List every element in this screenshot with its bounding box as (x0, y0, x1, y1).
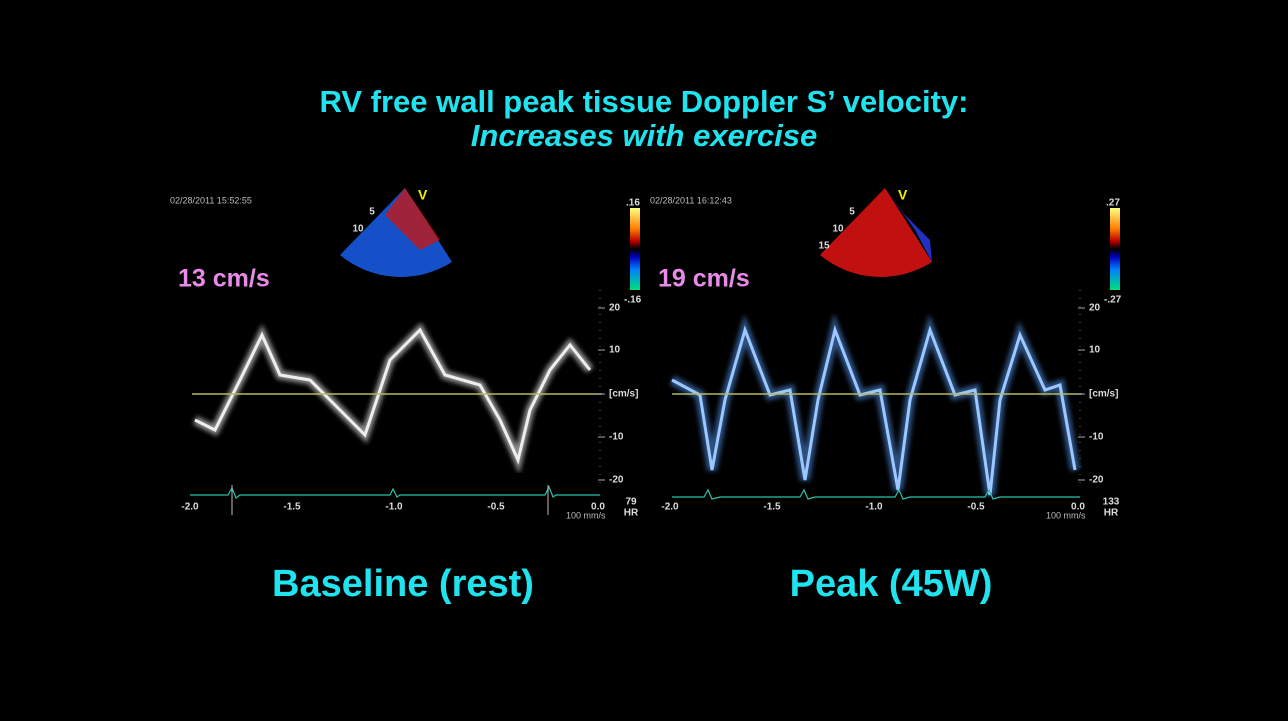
x-tick-label: -2.0 (661, 502, 679, 513)
scale-max: .16 (626, 198, 640, 209)
timestamp: 02/28/2011 15:52:55 (170, 195, 252, 205)
heart-rate: 79 (625, 497, 637, 508)
x-tick-label: -1.0 (865, 502, 883, 513)
scale-max: .27 (1106, 198, 1120, 209)
caption: Baseline (rest) (272, 563, 534, 605)
x-tick-label: -1.0 (385, 502, 403, 513)
view-label: V (418, 187, 428, 203)
y-tick-label: -10 (1089, 432, 1104, 443)
title-line1: RV free wall peak tissue Doppler S’ velo… (320, 84, 969, 119)
hr-label: HR (1104, 508, 1119, 519)
x-tick-label: -0.5 (487, 502, 505, 513)
color-bar (630, 208, 640, 290)
y-tick-label: -20 (609, 475, 624, 486)
depth-label: 10 (352, 224, 364, 235)
scale-min: -.27 (1104, 295, 1122, 306)
depth-label: 5 (849, 207, 855, 218)
y-tick-label: [cm/s] (609, 389, 638, 400)
title-line2: Increases with exercise (471, 118, 817, 153)
y-tick-label: 10 (609, 345, 621, 356)
sweep-speed: 100 mm/s (566, 510, 606, 520)
y-tick-label: 10 (1089, 345, 1101, 356)
depth-label: 5 (369, 207, 375, 218)
hr-label: HR (624, 508, 639, 519)
depth-label: 15 (818, 241, 830, 252)
velocity-label: 13 cm/s (178, 265, 270, 293)
view-label: V (898, 187, 908, 203)
heart-rate: 133 (1103, 497, 1120, 508)
y-tick-label: 20 (609, 303, 621, 314)
y-tick-label: [cm/s] (1089, 389, 1118, 400)
timestamp: 02/28/2011 16:12:43 (650, 195, 732, 205)
y-tick-label: 20 (1089, 303, 1101, 314)
velocity-label: 19 cm/s (658, 265, 750, 293)
depth-label: 10 (832, 224, 844, 235)
caption: Peak (45W) (790, 563, 993, 605)
scale-min: -.16 (624, 295, 642, 306)
x-tick-label: -1.5 (283, 502, 301, 513)
slide: RV free wall peak tissue Doppler S’ velo… (0, 0, 1288, 721)
x-tick-label: -2.0 (181, 502, 199, 513)
x-tick-label: -1.5 (763, 502, 781, 513)
x-tick-label: -0.5 (967, 502, 985, 513)
y-tick-label: -10 (609, 432, 624, 443)
color-bar (1110, 208, 1120, 290)
sweep-speed: 100 mm/s (1046, 510, 1086, 520)
y-tick-label: -20 (1089, 475, 1104, 486)
